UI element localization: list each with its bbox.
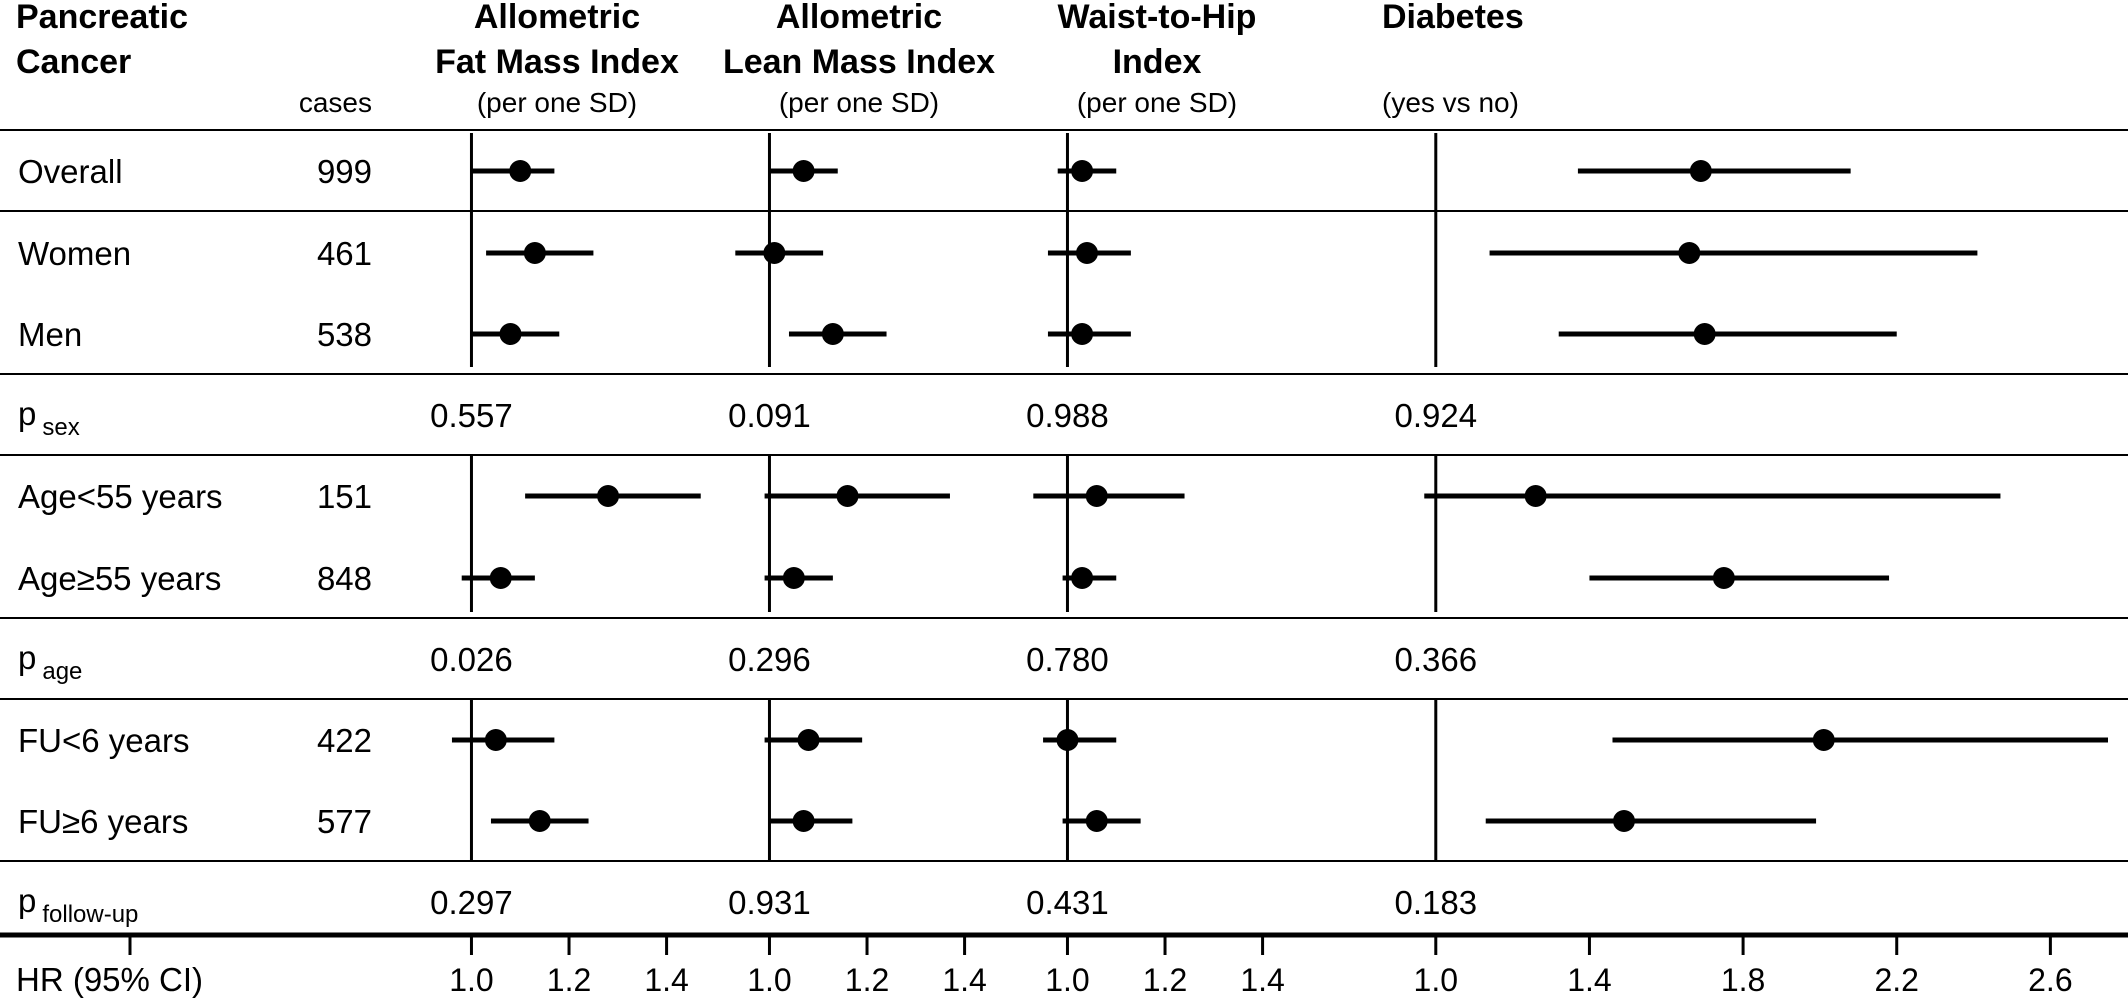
panel-title: Fat Mass Index <box>435 43 679 81</box>
x-tick-label: 2.2 <box>1874 962 1918 998</box>
point-estimate <box>1812 729 1835 751</box>
panel-subtitle: (per one SD) <box>477 87 637 118</box>
row-cases: 999 <box>317 153 372 190</box>
p-value: 0.366 <box>1394 641 1477 678</box>
point-estimate <box>1613 810 1636 832</box>
point-estimate <box>836 485 859 507</box>
x-tick-label: 1.8 <box>1721 962 1765 998</box>
x-tick-label: 1.2 <box>845 962 889 998</box>
panel-subtitle: (per one SD) <box>779 87 939 118</box>
p-value-label: p sex <box>18 395 80 441</box>
outcome-title-line1: Pancreatic <box>16 0 188 36</box>
point-estimate <box>1693 323 1716 345</box>
p-value: 0.297 <box>430 884 513 921</box>
p-value-subscript: age <box>42 658 82 685</box>
p-value-subscript: sex <box>42 414 79 441</box>
p-value: 0.431 <box>1026 884 1109 921</box>
point-estimate <box>1071 160 1094 182</box>
p-value-label: p follow-up <box>18 882 138 928</box>
p-value-subscript: follow-up <box>42 901 138 928</box>
point-estimate <box>1071 567 1094 589</box>
x-tick-label: 1.0 <box>1414 962 1458 998</box>
panel-title: Lean Mass Index <box>723 43 995 81</box>
outcome-title-line2: Cancer <box>16 43 131 81</box>
row-label: Age≥55 years <box>18 560 221 597</box>
x-tick-label: 1.0 <box>449 962 493 998</box>
x-tick-label: 1.0 <box>747 962 791 998</box>
point-estimate <box>499 323 522 345</box>
panel-title: Index <box>1113 43 1202 81</box>
row-cases: 577 <box>317 803 372 840</box>
p-value: 0.931 <box>728 884 811 921</box>
p-value: 0.988 <box>1026 397 1109 434</box>
panel-title: Diabetes <box>1382 0 1524 36</box>
row-label: Women <box>18 235 131 272</box>
point-estimate <box>1678 242 1701 264</box>
point-estimate <box>782 567 805 589</box>
x-axis-label: HR (95% CI) <box>16 961 203 998</box>
p-value-label: p age <box>18 639 82 685</box>
p-value: 0.183 <box>1394 884 1477 921</box>
point-estimate <box>1085 810 1108 832</box>
p-value: 0.296 <box>728 641 811 678</box>
p-value: 0.026 <box>430 641 513 678</box>
p-value: 0.924 <box>1394 397 1477 434</box>
x-tick-label: 1.4 <box>942 962 986 998</box>
row-cases: 422 <box>317 722 372 759</box>
point-estimate <box>528 810 551 832</box>
panel-subtitle: (per one SD) <box>1077 87 1237 118</box>
p-value: 0.091 <box>728 397 811 434</box>
point-estimate <box>1056 729 1079 751</box>
row-label: Overall <box>18 153 123 190</box>
row-label: Men <box>18 316 82 353</box>
p-value: 0.557 <box>430 397 513 434</box>
panel-subtitle: (yes vs no) <box>1382 87 1519 118</box>
p-value: 0.780 <box>1026 641 1109 678</box>
x-tick-label: 1.4 <box>1567 962 1611 998</box>
x-tick-label: 1.2 <box>1143 962 1187 998</box>
panel-title: Allometric <box>776 0 942 36</box>
point-estimate <box>1689 160 1712 182</box>
row-label: Age<55 years <box>18 478 223 515</box>
point-estimate <box>1085 485 1108 507</box>
point-estimate <box>797 729 820 751</box>
panel-title: Allometric <box>474 0 640 36</box>
x-tick-label: 1.4 <box>644 962 688 998</box>
point-estimate <box>1071 323 1094 345</box>
row-label: FU<6 years <box>18 722 189 759</box>
cases-header: cases <box>299 87 372 118</box>
row-cases: 461 <box>317 235 372 272</box>
x-tick-label: 1.2 <box>547 962 591 998</box>
x-tick-label: 1.0 <box>1045 962 1089 998</box>
point-estimate <box>523 242 546 264</box>
panel-title: Waist-to-Hip <box>1058 0 1257 36</box>
row-cases: 848 <box>317 560 372 597</box>
point-estimate <box>509 160 532 182</box>
point-estimate <box>763 242 786 264</box>
row-cases: 151 <box>317 478 372 515</box>
point-estimate <box>489 567 512 589</box>
point-estimate <box>1075 242 1098 264</box>
x-tick-label: 1.4 <box>1240 962 1284 998</box>
point-estimate <box>484 729 507 751</box>
point-estimate <box>821 323 844 345</box>
point-estimate <box>792 810 815 832</box>
point-estimate <box>1712 567 1735 589</box>
point-estimate <box>1524 485 1547 507</box>
x-tick-label: 2.6 <box>2028 962 2072 998</box>
row-cases: 538 <box>317 316 372 353</box>
row-label: FU≥6 years <box>18 803 188 840</box>
point-estimate <box>792 160 815 182</box>
point-estimate <box>597 485 620 507</box>
